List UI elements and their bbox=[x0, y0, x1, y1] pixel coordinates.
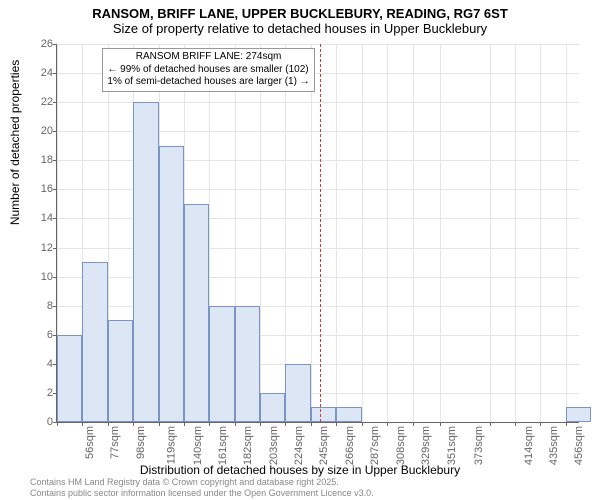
x-tick-mark bbox=[57, 422, 58, 426]
chart-container: RANSOM, BRIFF LANE, UPPER BUCKLEBURY, RE… bbox=[0, 0, 600, 500]
x-axis-label: Distribution of detached houses by size … bbox=[0, 463, 600, 477]
x-tick-mark bbox=[311, 422, 312, 426]
x-tick-label: 77sqm bbox=[109, 426, 121, 459]
x-tick-label: 329sqm bbox=[420, 426, 432, 465]
histogram-bar bbox=[260, 393, 285, 422]
histogram-bar bbox=[311, 407, 336, 422]
x-tick-label: 119sqm bbox=[165, 426, 177, 464]
x-tick-label: 140sqm bbox=[192, 426, 204, 465]
marker-annotation: RANSOM BRIFF LANE: 274sqm ← 99% of detac… bbox=[102, 48, 314, 92]
x-tick-label: 308sqm bbox=[395, 426, 407, 465]
footer-attribution: Contains HM Land Registry data © Crown c… bbox=[30, 477, 374, 499]
x-tick-label: 161sqm bbox=[217, 426, 229, 465]
footer-line2: Contains public sector information licen… bbox=[30, 488, 374, 499]
chart-title-sub: Size of property relative to detached ho… bbox=[0, 21, 600, 40]
x-tick-label: 351sqm bbox=[447, 426, 459, 465]
histogram-bar bbox=[566, 407, 591, 422]
x-tick-mark bbox=[184, 422, 185, 426]
x-tick-mark bbox=[413, 422, 414, 426]
x-tick-mark bbox=[387, 422, 388, 426]
x-tick-label: 203sqm bbox=[268, 426, 280, 465]
footer-line1: Contains HM Land Registry data © Crown c… bbox=[30, 477, 374, 488]
x-tick-mark bbox=[490, 422, 491, 426]
annotation-line2: 1% of semi-detached houses are larger (1… bbox=[107, 76, 309, 89]
gridline-v bbox=[540, 44, 541, 422]
x-tick-label: 456sqm bbox=[573, 426, 585, 465]
histogram-bar bbox=[108, 320, 133, 422]
gridline-v bbox=[336, 44, 337, 422]
y-axis-label: Number of detached properties bbox=[8, 60, 22, 225]
gridline-v bbox=[387, 44, 388, 422]
histogram-bar bbox=[235, 306, 260, 422]
x-tick-label: 287sqm bbox=[369, 426, 381, 465]
x-tick-label: 224sqm bbox=[293, 426, 305, 465]
x-tick-label: 414sqm bbox=[523, 426, 535, 465]
histogram-bar bbox=[82, 262, 107, 422]
gridline-v bbox=[413, 44, 414, 422]
gridline-v bbox=[566, 44, 567, 422]
x-tick-label: 245sqm bbox=[319, 426, 331, 465]
histogram-bar bbox=[336, 407, 361, 422]
x-tick-mark bbox=[336, 422, 337, 426]
x-tick-label: 266sqm bbox=[344, 426, 356, 465]
x-tick-mark bbox=[159, 422, 160, 426]
chart-title-main: RANSOM, BRIFF LANE, UPPER BUCKLEBURY, RE… bbox=[0, 0, 600, 21]
x-tick-mark bbox=[540, 422, 541, 426]
x-tick-mark bbox=[515, 422, 516, 426]
x-tick-label: 373sqm bbox=[473, 426, 485, 465]
histogram-bar bbox=[184, 204, 209, 422]
gridline-v bbox=[515, 44, 516, 422]
x-tick-label: 56sqm bbox=[84, 426, 96, 459]
annotation-line1: ← 99% of detached houses are smaller (10… bbox=[107, 64, 309, 77]
gridline-v bbox=[490, 44, 491, 422]
x-tick-label: 435sqm bbox=[548, 426, 560, 465]
plot-area: 0246810121416182022242656sqm77sqm98sqm11… bbox=[56, 44, 579, 423]
x-tick-mark bbox=[566, 422, 567, 426]
histogram-bar bbox=[57, 335, 82, 422]
x-tick-mark bbox=[440, 422, 441, 426]
x-tick-label: 98sqm bbox=[135, 426, 147, 459]
histogram-bar bbox=[133, 102, 158, 422]
gridline-h bbox=[57, 44, 579, 45]
x-tick-label: 182sqm bbox=[242, 426, 254, 465]
gridline-v bbox=[362, 44, 363, 422]
gridline-v bbox=[311, 44, 312, 422]
x-tick-mark bbox=[209, 422, 210, 426]
x-tick-mark bbox=[133, 422, 134, 426]
x-tick-mark bbox=[82, 422, 83, 426]
marker-line bbox=[320, 44, 321, 422]
x-tick-mark bbox=[285, 422, 286, 426]
histogram-bar bbox=[159, 146, 184, 422]
gridline-v bbox=[260, 44, 261, 422]
histogram-bar bbox=[209, 306, 234, 422]
x-tick-mark bbox=[260, 422, 261, 426]
annotation-title: RANSOM BRIFF LANE: 274sqm bbox=[107, 51, 309, 64]
gridline-v bbox=[440, 44, 441, 422]
x-tick-mark bbox=[108, 422, 109, 426]
histogram-bar bbox=[285, 364, 310, 422]
x-tick-mark bbox=[362, 422, 363, 426]
x-tick-mark bbox=[235, 422, 236, 426]
